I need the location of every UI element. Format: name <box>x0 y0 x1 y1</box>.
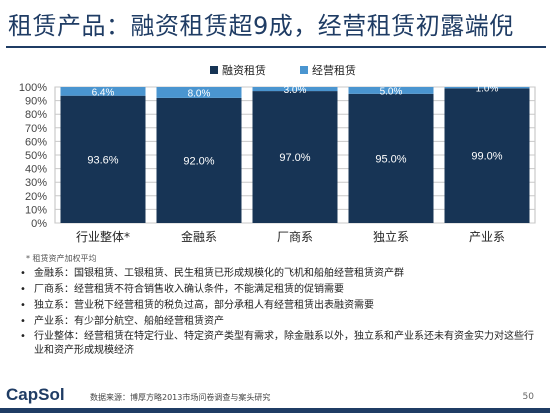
data-label-financial: 93.6% <box>87 154 118 166</box>
y-tick-label: 70% <box>25 123 47 135</box>
data-source: 数据来源：博厚方略2013市场问卷调查与案头研究 <box>90 393 271 402</box>
bullet-text: 行业整体：经营租赁在特定行业、特定资产类型有需求，除金融系以外，独立系和产业系还… <box>34 331 534 356</box>
bar-operating-leasing <box>60 87 146 96</box>
title-divider <box>6 46 546 48</box>
x-category-label: 产业系 <box>469 230 505 244</box>
bullet-text: 金融系：国银租赁、工银租赁、民生租赁已形成规模化的飞机和船舶经营租赁资产群 <box>34 268 404 279</box>
bar-operating-leasing <box>252 87 338 92</box>
data-label-financial: 92.0% <box>183 155 214 167</box>
y-tick-label: 50% <box>25 150 47 162</box>
x-category-label: 独立系 <box>373 229 409 244</box>
y-tick-label: 10% <box>25 204 47 216</box>
x-category-label: 行业整体* <box>76 229 130 244</box>
stacked-bar-chart: 0% 10%20% 30%40% 50% 60%70% 80%90% 100% 93.6% 6.… <box>19 63 536 244</box>
bar-operating-leasing <box>156 87 242 98</box>
bullet-item: • 独立系：营业税下经营租赁的税负过高，部分承租人有经营租赁出表融资需要 <box>18 298 543 314</box>
y-tick-label: 80% <box>25 109 47 121</box>
bullet-text: 厂商系：经营租赁不符合销售收入确认条件，不能满足租赁的促销需要 <box>34 284 344 295</box>
bullet-text: 独立系：营业税下经营租赁的税负过高，部分承租人有经营租赁出表融资需要 <box>34 300 374 311</box>
legend-swatch <box>210 66 218 74</box>
bar-financial-leasing <box>156 97 242 223</box>
bullet-item: • 产业系：有少部分航空、船舶经营租赁资产 <box>18 314 543 330</box>
y-tick-label: 0% <box>31 218 47 230</box>
data-label-financial: 99.0% <box>471 151 502 163</box>
bar-operating-leasing <box>348 87 434 94</box>
page-title: 租赁产品：融资租赁超9成，经营租赁初露端倪 <box>8 12 514 40</box>
bar-financial-leasing <box>60 95 146 223</box>
y-tick-label: 30% <box>25 177 47 189</box>
bullet-item: • 厂商系：经营租赁不符合销售收入确认条件，不能满足租赁的促销需要 <box>18 282 543 298</box>
y-tick-label: 40% <box>25 164 47 176</box>
y-tick-label: 90% <box>25 96 47 108</box>
bullet-item: • 金融系：国银租赁、工银租赁、民生租赁已形成规模化的飞机和船舶经营租赁资产群 <box>18 266 543 282</box>
y-tick-label: 60% <box>25 136 47 148</box>
y-tick-label: 20% <box>25 191 47 203</box>
data-label-operating: 6.4% <box>92 87 115 98</box>
bullet-dot-icon: • <box>20 284 26 295</box>
page-number: 50 <box>522 392 534 402</box>
y-tick-label: 100% <box>19 82 47 94</box>
legend-swatch <box>300 66 308 74</box>
bullet-text: 产业系：有少部分航空、船舶经营租赁资产 <box>34 316 224 327</box>
data-label-operating: 8.0% <box>188 88 211 99</box>
data-label-operating: 3.0% <box>284 85 307 96</box>
legend-label: 融资租赁 <box>222 63 266 77</box>
data-label-financial: 97.0% <box>279 152 310 164</box>
x-category-label: 厂商系 <box>277 229 313 244</box>
footer-bar <box>0 408 550 413</box>
capsol-logo: CapSol <box>6 385 65 404</box>
bullet-dot-icon: • <box>20 331 26 342</box>
legend-label: 经营租赁 <box>312 63 356 77</box>
bullet-item: • 行业整体：经营租赁在特定行业、特定资产类型有需求，除金融系以外，独立系和产业系… <box>18 330 543 358</box>
data-label-operating: 5.0% <box>380 86 403 97</box>
data-label-operating: 1.0% <box>476 84 499 95</box>
bar-operating-leasing <box>444 87 530 89</box>
bar-financial-leasing <box>252 91 338 223</box>
data-label-financial: 95.0% <box>375 153 406 165</box>
bar-financial-leasing <box>348 93 434 223</box>
bullet-dot-icon: • <box>20 316 26 327</box>
bullet-dot-icon: • <box>20 300 26 311</box>
bar-financial-leasing <box>444 88 530 223</box>
bullet-list: • 金融系：国银租赁、工银租赁、民生租赁已形成规模化的飞机和船舶经营租赁资产群 •… <box>18 266 543 358</box>
x-category-label: 金融系 <box>181 229 217 244</box>
bullet-dot-icon: • <box>20 268 26 279</box>
footnote: * 租赁资产加权平均 <box>26 254 97 263</box>
